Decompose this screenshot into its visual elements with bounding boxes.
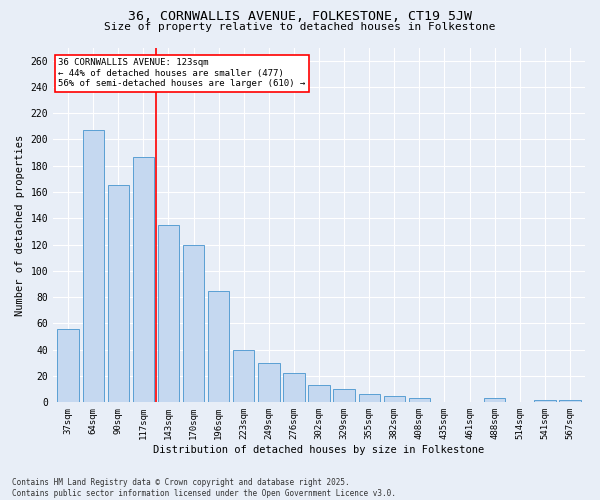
Bar: [334, 389, 355, 402]
Y-axis label: Number of detached properties: Number of detached properties: [15, 134, 25, 316]
Bar: [308, 385, 329, 402]
Text: Contains HM Land Registry data © Crown copyright and database right 2025.
Contai: Contains HM Land Registry data © Crown c…: [12, 478, 396, 498]
Bar: [208, 290, 229, 403]
Bar: [409, 398, 430, 402]
Text: Size of property relative to detached houses in Folkestone: Size of property relative to detached ho…: [104, 22, 496, 32]
Bar: [83, 130, 104, 402]
Text: 36 CORNWALLIS AVENUE: 123sqm
← 44% of detached houses are smaller (477)
56% of s: 36 CORNWALLIS AVENUE: 123sqm ← 44% of de…: [58, 58, 305, 88]
Bar: [258, 363, 280, 403]
Bar: [359, 394, 380, 402]
Bar: [233, 350, 254, 403]
Bar: [183, 244, 204, 402]
Bar: [158, 225, 179, 402]
Text: 36, CORNWALLIS AVENUE, FOLKESTONE, CT19 5JW: 36, CORNWALLIS AVENUE, FOLKESTONE, CT19 …: [128, 10, 472, 23]
Bar: [559, 400, 581, 402]
Bar: [107, 186, 129, 402]
Bar: [534, 400, 556, 402]
Bar: [58, 328, 79, 402]
Bar: [133, 156, 154, 402]
Bar: [484, 398, 505, 402]
Bar: [283, 374, 305, 402]
X-axis label: Distribution of detached houses by size in Folkestone: Distribution of detached houses by size …: [154, 445, 485, 455]
Bar: [383, 396, 405, 402]
